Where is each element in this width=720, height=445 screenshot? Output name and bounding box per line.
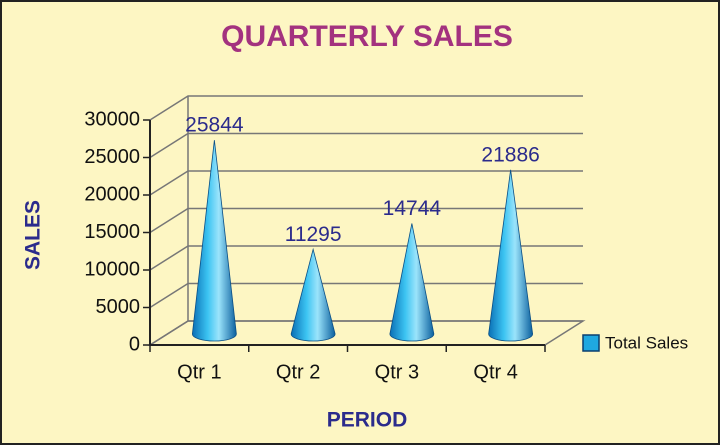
grid-line [149,245,583,271]
data-label: 25844 [185,114,244,137]
x-tick-label: Qtr 2 [276,361,320,383]
y-axis-label: SALES [22,200,45,270]
grid-line [149,282,583,309]
grid-line [149,320,583,346]
x-axis-label: PERIOD [327,409,408,432]
legend-swatch [582,334,600,352]
y-tick-label: 20000 [84,183,140,205]
cone [389,223,435,342]
data-label: 21886 [481,143,539,166]
grid-line [149,132,583,159]
y-tick-label: 0 [129,333,140,355]
x-tick-label: Qtr 1 [177,361,221,383]
y-tick-label: 5000 [96,296,141,318]
cone [290,247,336,342]
data-label: 11295 [285,223,342,246]
grid-line [149,170,583,196]
y-tick-label: 30000 [84,108,140,130]
grid-line [149,207,583,234]
y-tick-label: 10000 [84,258,140,280]
x-tick-label: Qtr 4 [473,361,517,383]
y-tick-label: 15000 [84,221,140,243]
x-tick-label: Qtr 3 [375,361,419,383]
grid-line [149,95,583,121]
data-label: 14744 [383,197,442,220]
cone [191,140,237,342]
cone [488,169,534,342]
legend-label: Total Sales [605,333,688,352]
chart-title: QUARTERLY SALES [221,20,513,53]
y-tick-label: 25000 [84,146,140,168]
